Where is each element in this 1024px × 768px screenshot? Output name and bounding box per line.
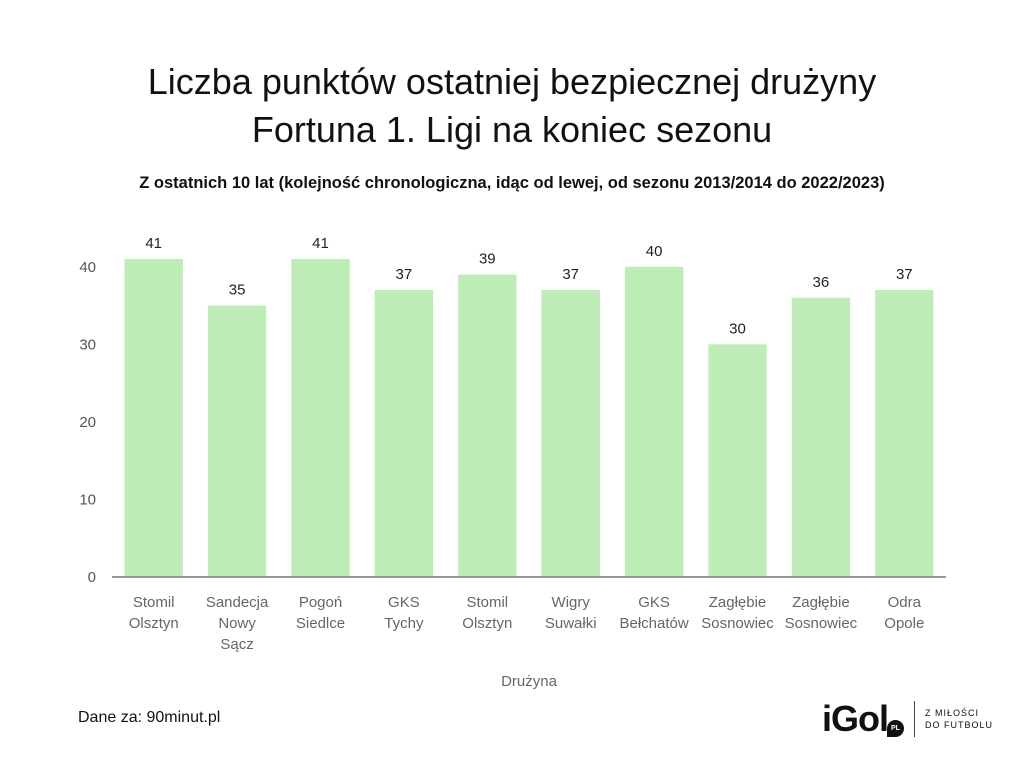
x-tick-label-line: GKS xyxy=(388,594,420,611)
y-axis-ticks: 0 10 20 30 40 xyxy=(79,259,96,586)
x-tick-label-line: Tychy xyxy=(384,615,424,632)
x-tick-label-line: Sosnowiec xyxy=(701,615,774,632)
bar xyxy=(708,344,767,577)
x-tick-label-line: Zagłębie xyxy=(792,594,850,611)
x-tick-label: Odra Opole xyxy=(884,594,924,632)
x-tick-label-line: Olsztyn xyxy=(129,615,179,632)
logo-tagline-line-1: Z MIŁOŚCI xyxy=(925,708,980,718)
bar-value-label: 39 xyxy=(479,251,496,268)
bar-value-label: 40 xyxy=(646,243,663,260)
bar xyxy=(624,266,684,577)
x-tick-label: Wigry Suwałki xyxy=(545,594,597,632)
x-tick-label: GKS Bełchatów xyxy=(619,594,688,632)
bar-value-label: 41 xyxy=(145,235,162,252)
x-tick-label-line: Olsztyn xyxy=(462,615,512,632)
x-tick-label-line: Nowy xyxy=(218,615,256,632)
x-tick-label-line: Sosnowiec xyxy=(785,615,858,632)
bar xyxy=(207,305,267,577)
x-tick-label: Pogoń Siedlce xyxy=(296,594,345,632)
x-tick-label: Zagłębie Sosnowiec xyxy=(701,594,774,632)
logo-tagline: Z MIŁOŚCI DO FUTBOLU xyxy=(925,707,993,731)
bar-value-labels: 41 35 41 37 39 37 40 30 36 37 xyxy=(145,235,912,337)
x-tick-label: Stomil Olsztyn xyxy=(129,594,179,632)
bar xyxy=(374,290,434,577)
x-tick-label-line: GKS xyxy=(638,594,670,611)
x-tick-label: Stomil Olsztyn xyxy=(462,594,512,632)
x-tick-label: GKS Tychy xyxy=(384,594,424,632)
bar xyxy=(791,297,851,577)
bars xyxy=(124,259,934,577)
logo-divider xyxy=(914,701,915,737)
bar-value-label: 37 xyxy=(896,266,913,283)
x-tick-label-line: Odra xyxy=(888,594,922,611)
logo-tagline-line-2: DO FUTBOLU xyxy=(925,720,994,730)
x-tick-label-line: Pogoń xyxy=(299,594,342,611)
x-tick-label-line: Sącz xyxy=(220,636,253,653)
bar-value-label: 41 xyxy=(312,235,329,252)
y-tick-label: 10 xyxy=(79,491,96,508)
logo-mark-text: iGol xyxy=(822,698,889,739)
y-tick-label: 40 xyxy=(79,259,96,276)
x-tick-label-line: Bełchatów xyxy=(619,615,688,632)
bar xyxy=(541,290,600,577)
chart-title-line-1: Liczba punktów ostatniej bezpiecznej dru… xyxy=(147,61,877,102)
x-tick-label-line: Zagłębie xyxy=(709,594,767,611)
bar xyxy=(291,259,350,577)
x-tick-label-line: Sandecja xyxy=(206,594,269,611)
x-tick-label-line: Opole xyxy=(884,615,924,632)
bar-value-label: 30 xyxy=(729,320,746,337)
data-source-note: Dane za: 90minut.pl xyxy=(78,709,221,726)
bar-value-label: 37 xyxy=(396,266,413,283)
x-tick-label: Zagłębie Sosnowiec xyxy=(785,594,858,632)
x-tick-label-line: Stomil xyxy=(133,594,175,611)
x-axis-tick-labels: Stomil Olsztyn Sandecja Nowy Sącz Pogoń Siedlc… xyxy=(129,594,925,653)
x-tick-label-line: Stomil xyxy=(466,594,508,611)
bar-value-label: 37 xyxy=(562,266,579,283)
chart-title: Liczba punktów ostatniej bezpiecznej dru… xyxy=(0,58,1024,154)
bar xyxy=(458,274,517,577)
y-tick-label: 30 xyxy=(79,336,96,353)
bar-value-label: 35 xyxy=(229,282,246,299)
y-tick-label: 20 xyxy=(79,414,96,431)
igol-logo: iGol PL Z MIŁOŚCI DO FUTBOLU xyxy=(822,696,993,742)
logo-badge: PL xyxy=(887,720,904,737)
y-tick-label: 0 xyxy=(88,569,96,586)
chart-title-line-2: Fortuna 1. Ligi na koniec sezonu xyxy=(251,109,773,150)
x-tick-label-line: Wigry xyxy=(552,594,591,611)
x-axis-title: Drużyna xyxy=(501,673,558,690)
bar-value-label: 36 xyxy=(813,274,830,291)
x-tick-label: Sandecja Nowy Sącz xyxy=(206,594,269,653)
bar xyxy=(124,259,183,577)
logo-wordmark: iGol PL xyxy=(822,698,904,739)
x-tick-label-line: Suwałki xyxy=(545,615,597,632)
x-tick-label-line: Siedlce xyxy=(296,615,345,632)
chart-subtitle: Z ostatnich 10 lat (kolejność chronologi… xyxy=(139,174,885,192)
bar xyxy=(875,290,934,577)
